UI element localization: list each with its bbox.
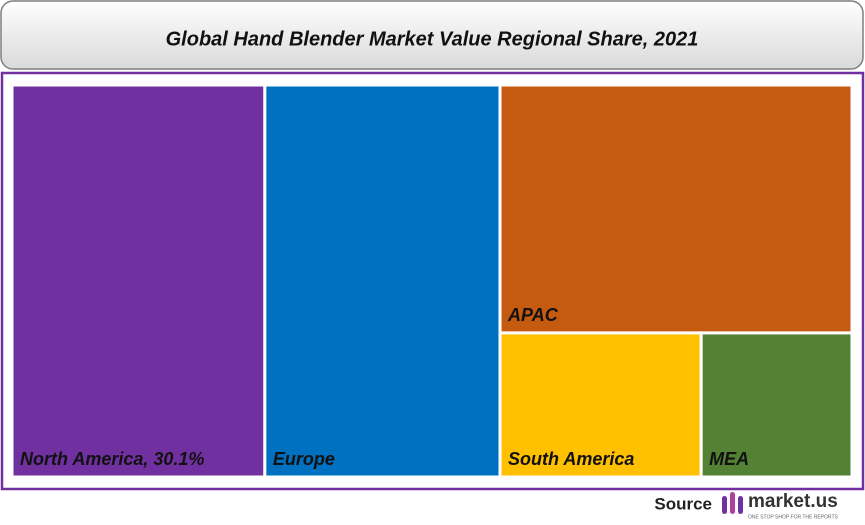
source-tagline: ONE STOP SHOP FOR THE REPORTS xyxy=(748,514,839,520)
treemap: North America, 30.1% Europe APAC South Amer… xyxy=(10,83,854,479)
cell-label: North America, 30.1% xyxy=(20,449,204,469)
logo-icon xyxy=(722,492,743,514)
treemap-cell xyxy=(10,83,267,479)
cell-label: South America xyxy=(508,449,634,469)
treemap-cell xyxy=(699,331,854,479)
treemap-cell xyxy=(498,83,854,335)
source-label: Source xyxy=(654,494,712,513)
title-box xyxy=(0,0,864,70)
cell-label: Europe xyxy=(273,449,335,469)
chart-title: Global Hand Blender Market Value Regiona… xyxy=(166,28,699,50)
cell-label: APAC xyxy=(507,305,559,325)
cell-label: MEA xyxy=(709,449,749,469)
treemap-cell xyxy=(498,331,703,479)
source-brand: market.us xyxy=(748,491,838,512)
treemap-cell xyxy=(263,83,502,479)
